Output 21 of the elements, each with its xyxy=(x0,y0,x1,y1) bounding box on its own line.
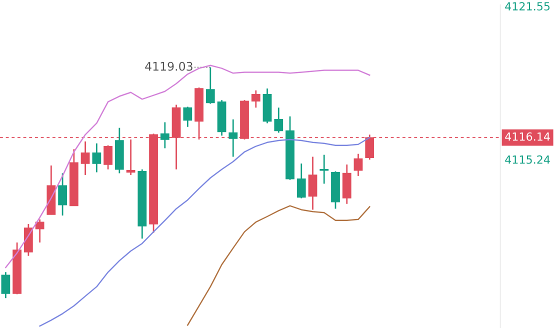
annotation: 4119.03 xyxy=(145,62,192,71)
candlestick xyxy=(206,66,215,104)
y-tick-label: 4115.24 xyxy=(505,155,550,164)
candlestick xyxy=(35,218,44,244)
candlestick xyxy=(308,156,318,210)
candlestick xyxy=(228,118,238,158)
ref-line-label: 4116.14 xyxy=(505,132,550,141)
candlestick xyxy=(274,106,284,134)
candlestick xyxy=(320,154,329,184)
candlestick xyxy=(58,172,67,216)
candlestick xyxy=(80,140,90,176)
line-series xyxy=(187,205,370,326)
candlestick xyxy=(296,162,306,199)
candlestick xyxy=(354,153,363,177)
candlestick xyxy=(104,144,112,170)
candlestick xyxy=(1,271,10,299)
candlestick xyxy=(251,90,260,108)
candlestick xyxy=(160,122,170,149)
candlestick xyxy=(92,142,102,173)
candlestick xyxy=(183,106,192,128)
y-tick-label: 4121.55 xyxy=(505,2,550,11)
